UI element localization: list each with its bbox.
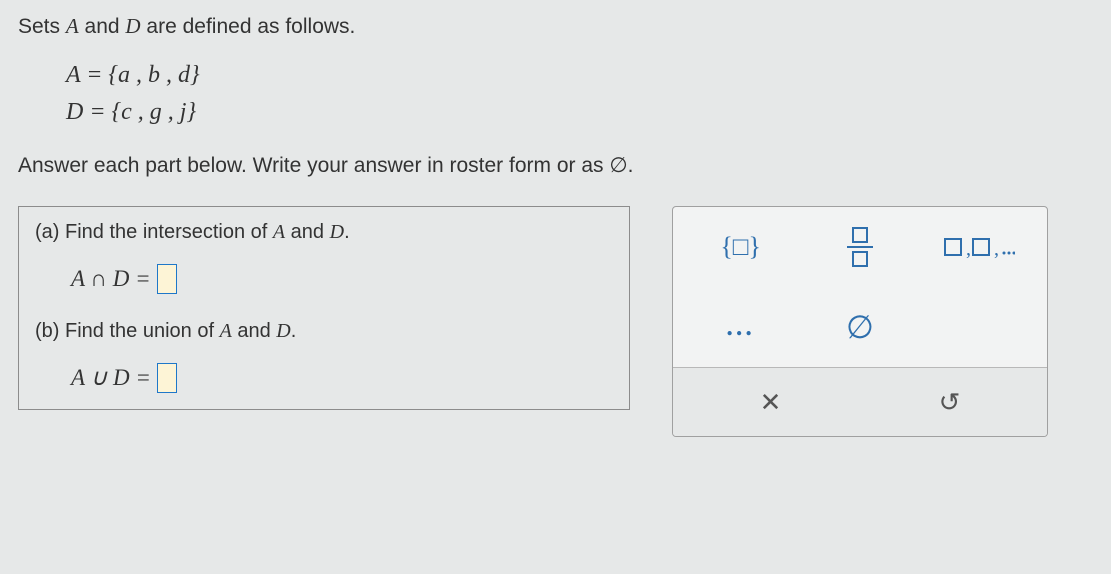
part-b-answer-box[interactable] (157, 363, 177, 393)
comma-list-icon: , , (943, 233, 1015, 261)
prompt-text: Sets A and D are defined as follows. (18, 14, 1093, 39)
question-box: (a) Find the intersection of A and D. A … (18, 206, 630, 410)
part-b-lhs: A ∪ D = (71, 365, 151, 391)
var-a: A (66, 14, 79, 38)
prompt-prefix: Sets (18, 15, 66, 38)
svg-text:,: , (966, 238, 971, 260)
reset-button[interactable]: ↺ (860, 376, 1039, 428)
fraction-icon (845, 226, 875, 268)
close-icon: ✕ (760, 387, 782, 418)
part-b-label: (b) Find the union of A and D. (35, 320, 613, 343)
prompt-and: and (85, 15, 126, 38)
var-d: D (125, 14, 140, 38)
set-braces-button[interactable]: {□} (681, 215, 800, 279)
fraction-button[interactable] (800, 215, 919, 279)
definition-a: A = {a , b , d} (66, 57, 1093, 94)
comma-list-button[interactable]: , , (920, 215, 1039, 279)
definition-d: D = {c , g , j} (66, 94, 1093, 131)
instruction-text: Answer each part below. Write your answe… (18, 153, 1093, 178)
ellipsis-button[interactable]: ... (681, 295, 800, 359)
part-a-answer-box[interactable] (157, 264, 177, 294)
palette-empty-cell (920, 295, 1039, 359)
part-a-equation: A ∩ D = (35, 264, 613, 294)
part-a-label: (a) Find the intersection of A and D. (35, 221, 613, 244)
reset-icon: ↺ (939, 387, 961, 418)
empty-set-icon: ∅ (846, 308, 874, 346)
ellipsis-label: ... (726, 312, 755, 342)
empty-set-button[interactable]: ∅ (800, 295, 919, 359)
part-b-equation: A ∪ D = (35, 363, 613, 393)
symbol-palette: {□} , , (672, 206, 1048, 437)
set-braces-label: {□} (720, 232, 761, 262)
part-a-lhs: A ∩ D = (71, 266, 151, 292)
svg-text:,: , (994, 238, 999, 260)
clear-button[interactable]: ✕ (681, 376, 860, 428)
set-definitions: A = {a , b , d} D = {c , g , j} (18, 57, 1093, 131)
palette-bottom-row: ✕ ↺ (673, 367, 1047, 436)
palette-row-1: {□} , , (673, 207, 1047, 287)
palette-row-2: ... ∅ (673, 287, 1047, 367)
prompt-suffix: are defined as follows. (146, 15, 355, 38)
